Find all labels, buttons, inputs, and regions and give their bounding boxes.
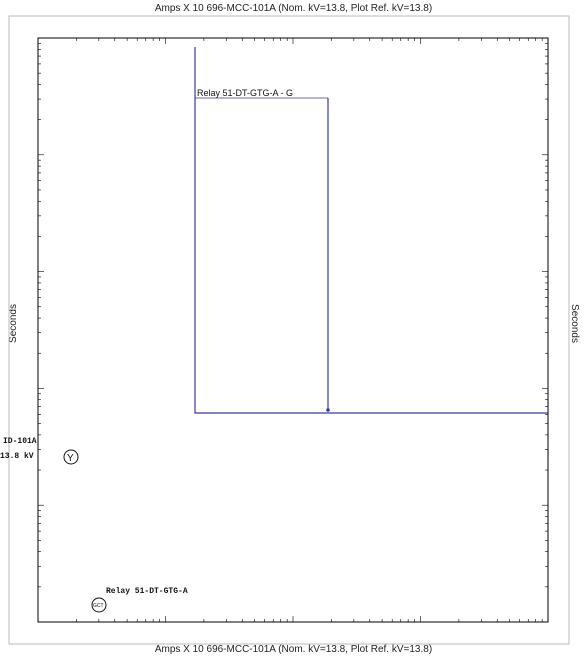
axis-ticks bbox=[37, 38, 548, 623]
curve-marker-dot bbox=[326, 408, 330, 412]
outer-frame bbox=[8, 15, 570, 645]
curve-label: Relay 51-DT-GTG-A - G bbox=[197, 88, 293, 98]
relay-symbol-icon bbox=[91, 597, 107, 613]
transformer-symbol-icon bbox=[63, 449, 79, 465]
transformer-symbol-letter: Y bbox=[67, 453, 74, 464]
relay-curve bbox=[194, 47, 548, 414]
relay-symbol-text: GCT bbox=[93, 603, 104, 609]
top-axis-title: Amps X 10 696-MCC-101A (Nom. kV=13.8, Pl… bbox=[154, 3, 433, 14]
relay-label: Relay 51-DT-GTG-A bbox=[106, 587, 188, 596]
device-label-1: ID-101A bbox=[3, 437, 37, 446]
device-label-2: 13.8 kV bbox=[0, 452, 34, 461]
plot-area-border bbox=[37, 37, 549, 623]
bottom-axis-title: Amps X 10 696-MCC-101A (Nom. kV=13.8, Pl… bbox=[154, 644, 433, 655]
